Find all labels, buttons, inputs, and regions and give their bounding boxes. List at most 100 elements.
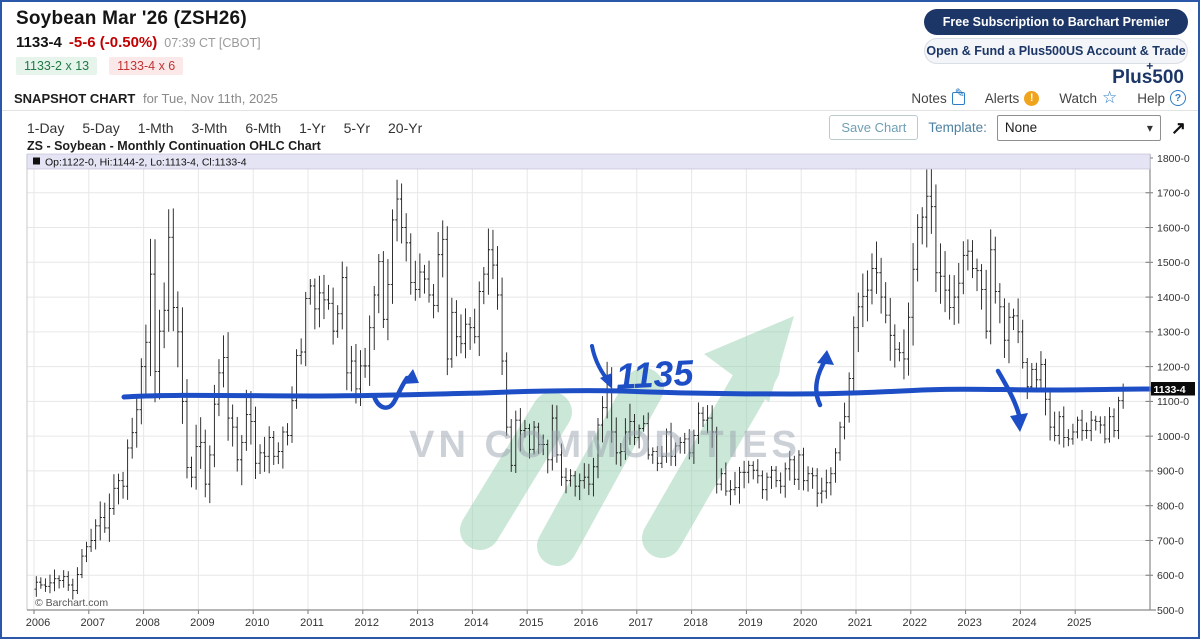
toolbar-right: Save Chart Template: None ▾ ↗	[829, 114, 1186, 141]
last-price-tag: 1133-4	[1151, 382, 1195, 396]
period-tab-1-yr[interactable]: 1-Yr	[299, 119, 326, 136]
y-tick-label: 1600-0	[1157, 222, 1190, 234]
hand-drawn-annotations: 1135	[121, 344, 1155, 432]
y-tick-label: 1800-0	[1157, 153, 1190, 165]
y-tick-label: 1100-0	[1157, 396, 1189, 408]
x-tick-label: 2010	[245, 617, 269, 629]
save-chart-button[interactable]: Save Chart	[829, 115, 919, 140]
notes-link[interactable]: Notes ✎	[911, 86, 964, 106]
x-tick-label: 2007	[81, 617, 105, 629]
period-tab-3-mth[interactable]: 3-Mth	[191, 119, 228, 136]
plus-icon: +	[1146, 59, 1154, 73]
legend-swatch	[33, 157, 40, 165]
plus500-logo-text: Plus	[1112, 67, 1153, 88]
x-tick-label: 2022	[903, 617, 927, 629]
chevron-down-icon: ▾	[1146, 120, 1153, 135]
x-tick-label: 2021	[848, 617, 872, 629]
ohlc-chart-svg[interactable]: VN COMMODITIES 1135 1800-0 1700-0 1600-0 15…	[12, 150, 1197, 639]
y-tick-label: 1400-0	[1157, 292, 1190, 304]
arrow-head	[1010, 413, 1028, 432]
arrow-head	[817, 350, 834, 365]
x-tick-label: 2023	[957, 617, 981, 629]
snapshot-title: SNAPSHOT CHART	[14, 90, 136, 106]
quote-time: 07:39 CT [CBOT]	[164, 36, 261, 50]
plus500-logo: Plus +500	[924, 59, 1188, 89]
plus500-logo-number: 500	[1152, 67, 1184, 88]
symbol-title: Soybean Mar '26 (ZSH26)	[16, 8, 247, 29]
ohlc-bars	[34, 166, 1125, 600]
x-tick-label: 2013	[409, 617, 433, 629]
breakdown-down-arrow	[995, 368, 1023, 423]
bid-ask-row: 1133-2 x 13 1133-4 x 6	[16, 57, 261, 75]
y-tick-label: 1000-0	[1157, 431, 1190, 443]
bid-quote: 1133-2 x 13	[16, 57, 98, 75]
breakout-up-arrow	[814, 356, 829, 408]
x-tick-label: 2025	[1067, 617, 1091, 629]
help-icon: ?	[1170, 90, 1186, 106]
legend-ohlc-text: Op:1122-0, Hi:1144-2, Lo:1113-4, Cl:1133…	[45, 157, 247, 169]
snapshot-title-group: SNAPSHOT CHART for Tue, Nov 11th, 2025	[14, 91, 278, 106]
help-link-label: Help	[1137, 90, 1165, 106]
x-tick-label: 2024	[1012, 617, 1036, 629]
y-tick-label: 700-0	[1157, 535, 1184, 547]
arrow-head	[600, 373, 612, 388]
x-tick-label: 2011	[300, 617, 324, 629]
plus500-ad: Free Subscription to Barchart Premier Op…	[924, 9, 1188, 89]
pop-out-chart-icon[interactable]: ↗	[1170, 117, 1186, 138]
chart-axes: 1800-0 1700-0 1600-0 1500-0 1400-0 1300-0 1200…	[26, 153, 1190, 629]
premier-subscription-button[interactable]: Free Subscription to Barchart Premier	[924, 9, 1188, 35]
watch-link[interactable]: Watch ☆	[1059, 88, 1118, 107]
star-icon: ☆	[1101, 88, 1118, 107]
x-tick-label: 2008	[135, 617, 159, 629]
period-tab-5-day[interactable]: 5-Day	[82, 119, 120, 136]
price-change: -5-6 (-0.50%)	[68, 34, 158, 51]
x-tick-label: 2016	[574, 617, 598, 629]
y-tick-label: 800-0	[1157, 500, 1184, 512]
y-tick-label: 1200-0	[1157, 361, 1190, 373]
period-tabs: 1-Day 5-Day 1-Mth 3-Mth 6-Mth 1-Yr 5-Yr 20-Yr	[27, 120, 422, 136]
price-chart[interactable]: VN COMMODITIES 1135 1800-0 1700-0 1600-0 15…	[12, 150, 1197, 639]
x-tick-label: 2006	[26, 617, 50, 629]
x-tick-label: 2020	[793, 617, 817, 629]
snapshot-date: for Tue, Nov 11th, 2025	[142, 90, 278, 106]
chart-title: ZS - Soybean - Monthly Continuation OHLC…	[27, 139, 321, 153]
support-level-label: 1135	[615, 352, 695, 397]
alert-icon: !	[1024, 90, 1040, 106]
period-tab-6-mth[interactable]: 6-Mth	[245, 119, 282, 136]
y-tick-label: 1300-0	[1157, 327, 1190, 339]
period-tab-1-mth[interactable]: 1-Mth	[137, 119, 174, 136]
x-tick-label: 2009	[190, 617, 214, 629]
x-tick-label: 2018	[683, 617, 707, 629]
x-tick-label: 2012	[355, 617, 379, 629]
x-tick-label: 2017	[629, 617, 653, 629]
quote-header: Soybean Mar '26 (ZSH26) 1133-4 -5-6 (-0.…	[16, 8, 261, 75]
period-tab-20-yr[interactable]: 20-Yr	[388, 119, 423, 136]
last-price: 1133-4	[16, 34, 62, 51]
quote-line: 1133-4 -5-6 (-0.50%) 07:39 CT [CBOT]	[16, 34, 261, 51]
x-tick-label: 2014	[464, 617, 488, 629]
quote-action-links: Notes ✎ Alerts! Watch ☆ Help?	[911, 86, 1186, 107]
chart-gridlines	[27, 157, 1150, 610]
chart-legend: Op:1122-0, Hi:1144-2, Lo:1113-4, Cl:1133…	[26, 153, 1151, 170]
bounce-loop-arrow	[371, 375, 410, 410]
arrow-head	[402, 369, 419, 384]
period-tab-5-yr[interactable]: 5-Yr	[343, 119, 371, 136]
x-tick-label: 2019	[738, 617, 762, 629]
arrow-head	[704, 316, 794, 402]
template-select[interactable]: None ▾	[996, 114, 1161, 141]
y-tick-label: 1700-0	[1157, 188, 1190, 200]
x-tick-label: 2015	[519, 617, 543, 629]
period-tab-1-day[interactable]: 1-Day	[27, 119, 65, 136]
template-label: Template:	[928, 120, 987, 135]
chart-toolbar: 1-Day 5-Day 1-Mth 3-Mth 6-Mth 1-Yr 5-Yr 20-Yr S…	[27, 113, 1186, 142]
y-tick-label: 1500-0	[1157, 257, 1190, 269]
alerts-link[interactable]: Alerts!	[984, 90, 1040, 106]
help-link[interactable]: Help?	[1137, 90, 1186, 106]
vn-commodities-watermark: VN COMMODITIES	[409, 424, 801, 466]
alerts-link-label: Alerts	[984, 90, 1020, 106]
snapshot-bar: SNAPSHOT CHART for Tue, Nov 11th, 2025 N…	[2, 86, 1198, 111]
notes-link-label: Notes	[911, 90, 947, 106]
y-tick-label: 500-0	[1157, 605, 1184, 617]
plus500-account-button[interactable]: Open & Fund a Plus500US Account & Trade	[924, 38, 1188, 64]
